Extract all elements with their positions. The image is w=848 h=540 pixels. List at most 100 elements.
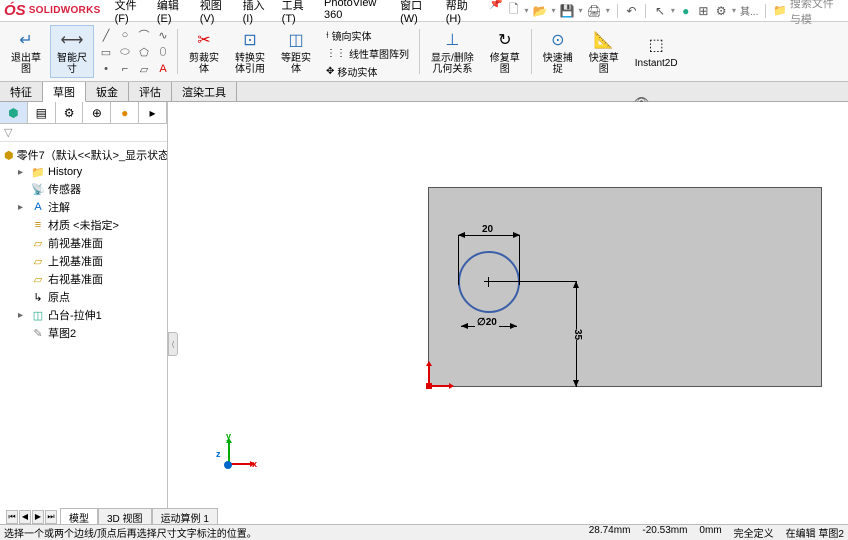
origin-label: 原点	[48, 289, 70, 305]
dimension-vertical[interactable]: 35	[569, 281, 583, 387]
tab-sketch[interactable]: 草图	[43, 82, 86, 102]
tab-sheetmetal[interactable]: 钣金	[86, 82, 129, 101]
status-z: 0mm	[699, 525, 721, 540]
view-triad[interactable]: y x z	[216, 437, 256, 477]
tree-material[interactable]: ≡材质 <未指定>	[2, 216, 165, 234]
panel-splitter[interactable]: ⟨	[168, 332, 178, 356]
repair-button[interactable]: ↻ 修复草 图	[483, 25, 527, 78]
triad-y-label: y	[226, 431, 231, 441]
sketch-tools-group: ╱ ○ ⌒ ∿ ▭ ⬭ ⬠ ⬯ • ⌐ ▱ A	[96, 25, 173, 78]
menu-bar: ÓS SOLIDWORKS 文件(F) 编辑(E) 视图(V) 插入(I) 工具…	[0, 0, 848, 22]
display-relations-button[interactable]: ⊥ 显示/删除 几何关系	[424, 25, 481, 78]
display-tab-icon: ●	[121, 106, 128, 120]
convert-button[interactable]: ⊡ 转换实 体引用	[228, 25, 272, 78]
menu-photoview[interactable]: PhotoView 360	[320, 0, 394, 27]
point-tool-icon[interactable]: •	[98, 61, 114, 77]
exit-sketch-button[interactable]: ↵ 退出草 图	[4, 25, 48, 78]
new-icon[interactable]: 🗋	[507, 3, 521, 19]
expand-icon[interactable]: ▸	[18, 310, 28, 321]
tree-annotation[interactable]: ▸A注解	[2, 198, 165, 216]
menu-view[interactable]: 视图(V)	[196, 0, 237, 27]
menu-help[interactable]: 帮助(H)	[442, 0, 483, 27]
move-button[interactable]: ✥移动实体	[324, 63, 411, 80]
bottom-tab-model[interactable]: 模型	[60, 508, 98, 526]
tree-boss[interactable]: ▸◫凸台-拉伸1	[2, 306, 165, 324]
tree-origin[interactable]: ↳原点	[2, 288, 165, 306]
print-icon[interactable]: 🖨	[587, 3, 602, 19]
line-tool-icon[interactable]: ╱	[98, 27, 114, 43]
menu-items: 文件(F) 编辑(E) 视图(V) 插入(I) 工具(T) PhotoView …	[111, 0, 507, 27]
config-tab[interactable]: ⚙	[56, 102, 84, 123]
smart-dimension-button[interactable]: ⟷ 智能尺 寸	[50, 25, 94, 78]
slot-tool-icon[interactable]: ⬭	[117, 44, 133, 60]
display-tab[interactable]: ●	[111, 102, 139, 123]
bottom-tab-3dview[interactable]: 3D 视图	[98, 508, 152, 526]
dimension-horizontal[interactable]: 20	[458, 228, 520, 242]
menu-insert[interactable]: 插入(I)	[239, 0, 276, 27]
tree-sketch2[interactable]: ✎草图2	[2, 324, 165, 342]
tree-history[interactable]: ▸📁History	[2, 164, 165, 180]
polygon-tool-icon[interactable]: ⬠	[136, 44, 152, 60]
tab-feature[interactable]: 特征	[0, 82, 43, 101]
arc-tool-icon[interactable]: ⌒	[136, 27, 152, 43]
spline-tool-icon[interactable]: ∿	[155, 27, 171, 43]
menu-file[interactable]: 文件(F)	[111, 0, 151, 27]
menu-window[interactable]: 窗口(W)	[396, 0, 440, 27]
ellipse-tool-icon[interactable]: ⬯	[155, 44, 171, 60]
more-label[interactable]: 其...	[740, 3, 758, 18]
open-icon[interactable]: 📂	[533, 3, 548, 19]
property-tab[interactable]: ▤	[28, 102, 56, 123]
expand-icon[interactable]: ▸	[18, 167, 28, 178]
tree-top-plane[interactable]: ▱上视基准面	[2, 252, 165, 270]
tab-first-icon[interactable]: ⏮	[6, 510, 18, 524]
snap-icon: ⊙	[547, 29, 569, 51]
quick-snap-button[interactable]: ⊙ 快速捕 捉	[536, 25, 580, 78]
dim-dia-value[interactable]: ∅20	[475, 317, 499, 328]
convert-label: 转换实 体引用	[235, 53, 265, 75]
text-tool-icon[interactable]: A	[155, 61, 171, 77]
sketch-face[interactable]: 20 ∅20 35	[428, 187, 822, 387]
tab-evaluate[interactable]: 评估	[129, 82, 172, 101]
tree-front-plane[interactable]: ▱前视基准面	[2, 234, 165, 252]
tab-next-icon[interactable]: ▶	[32, 510, 44, 524]
instant2d-button[interactable]: ⬚ Instant2D	[628, 25, 685, 78]
menu-pin-icon[interactable]: 📌	[485, 0, 507, 27]
expand-icon[interactable]: ▸	[18, 202, 28, 213]
dim-top-value[interactable]: 20	[480, 224, 495, 235]
rebuild-icon[interactable]: ●	[679, 3, 693, 19]
menu-tools[interactable]: 工具(T)	[278, 0, 318, 27]
tab-prev-icon[interactable]: ◀	[19, 510, 31, 524]
plane-tool-icon[interactable]: ▱	[136, 61, 152, 77]
tab-last-icon[interactable]: ⏭	[45, 510, 57, 524]
feature-tree-tab[interactable]: ⬢	[0, 102, 28, 123]
more-tab[interactable]: ▸	[139, 102, 167, 123]
undo-icon[interactable]: ↶	[625, 3, 639, 19]
circle-tool-icon[interactable]: ○	[117, 27, 133, 43]
tree-sensor[interactable]: 📡传感器	[2, 180, 165, 198]
tab-render[interactable]: 渲染工具	[172, 82, 237, 101]
graphics-area[interactable]: ⟨ 20 ∅20 35	[168, 102, 848, 517]
select-icon[interactable]: ↖	[653, 3, 667, 19]
fillet-tool-icon[interactable]: ⌐	[117, 61, 133, 77]
mirror-icon: ⟊	[326, 30, 329, 41]
tree-right-plane[interactable]: ▱右视基准面	[2, 270, 165, 288]
rect-tool-icon[interactable]: ▭	[98, 44, 114, 60]
filter-icon[interactable]: ▽	[4, 126, 12, 139]
dim-tab[interactable]: ⊕	[83, 102, 111, 123]
ribbon: ↵ 退出草 图 ⟷ 智能尺 寸 ╱ ○ ⌒ ∿ ▭ ⬭ ⬠ ⬯ • ⌐ ▱ A …	[0, 22, 848, 82]
dim-right-value[interactable]: 35	[570, 329, 585, 340]
save-icon[interactable]: 💾	[560, 3, 575, 19]
bottom-tab-motion[interactable]: 运动算例 1	[152, 508, 218, 526]
rapid-sketch-button[interactable]: 📐 快速草 图	[582, 25, 626, 78]
linear-pattern-button[interactable]: ⋮⋮线性草图阵列	[324, 45, 411, 62]
search-box[interactable]: 📁 搜索文件与模	[773, 0, 844, 27]
offset-button[interactable]: ◫ 等距实 体	[274, 25, 318, 78]
options-icon[interactable]: ⊞	[697, 3, 711, 19]
status-bar: 选择一个或两个边线/顶点后再选择尺寸文字标注的位置。 28.74mm -20.5…	[0, 524, 848, 540]
menu-edit[interactable]: 编辑(E)	[153, 0, 194, 27]
settings-icon[interactable]: ⚙	[714, 3, 728, 19]
tree-root[interactable]: ⬢ 零件7（默认<<默认>_显示状态 1>）	[2, 146, 165, 164]
bottom-tabs: ⏮ ◀ ▶ ⏭ 模型 3D 视图 运动算例 1	[6, 508, 218, 525]
mirror-button[interactable]: ⟊镜向实体	[324, 27, 411, 44]
trim-button[interactable]: ✂ 剪裁实 体	[182, 25, 226, 78]
